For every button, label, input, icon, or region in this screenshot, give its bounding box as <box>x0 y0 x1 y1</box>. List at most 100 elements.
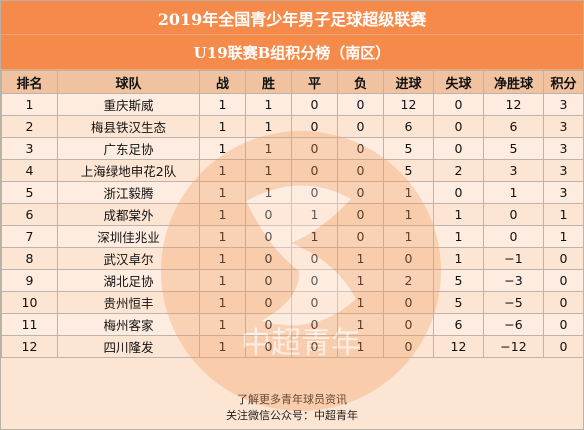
cell-points: 1 <box>543 203 584 226</box>
cell-goals-against: 0 <box>433 93 484 116</box>
cell-draws: 0 <box>291 115 338 138</box>
cell-wins: 0 <box>245 335 292 358</box>
cell-wins: 1 <box>245 115 292 138</box>
cell-goals-against: 1 <box>433 203 484 226</box>
cell-draws: 1 <box>291 225 338 248</box>
cell-played: 1 <box>199 335 246 358</box>
cell-draws: 0 <box>291 93 338 116</box>
footer: 了解更多青年球员资讯 关注微信公众号：中超青年 <box>1 386 583 430</box>
cell-points: 3 <box>543 115 584 138</box>
cell-goals-against: 5 <box>433 291 484 314</box>
cell-rank: 1 <box>1 93 58 116</box>
header-team: 球队 <box>57 70 200 94</box>
cell-goals-for: 12 <box>383 93 434 116</box>
cell-losses: 1 <box>337 313 384 336</box>
header-goals-for: 进球 <box>383 70 434 94</box>
cell-team: 上海绿地申花2队 <box>57 159 200 182</box>
cell-goals-for: 5 <box>383 159 434 182</box>
cell-played: 1 <box>199 159 246 182</box>
header-draws: 平 <box>291 70 338 94</box>
header-row: 排名 球队 战 胜 平 负 进球 失球 净胜球 积分 <box>1 70 584 94</box>
footer-line-1: 了解更多青年球员资讯 <box>237 393 347 406</box>
standings-table: 排名 球队 战 胜 平 负 进球 失球 净胜球 积分 1 重庆斯威 1 1 0 0 12 0 1… <box>1 70 584 358</box>
cell-wins: 1 <box>245 93 292 116</box>
cell-goals-against: 1 <box>433 247 484 270</box>
cell-goals-for: 0 <box>383 291 434 314</box>
cell-losses: 0 <box>337 181 384 204</box>
cell-draws: 0 <box>291 269 338 292</box>
header-goals-against: 失球 <box>433 70 484 94</box>
cell-points: 3 <box>543 137 584 160</box>
cell-wins: 1 <box>245 159 292 182</box>
cell-wins: 0 <box>245 203 292 226</box>
cell-rank: 12 <box>1 335 58 358</box>
table-row: 2 梅县铁汉生态 1 1 0 0 6 0 6 3 <box>1 115 584 138</box>
cell-played: 1 <box>199 313 246 336</box>
table-row: 10 贵州恒丰 1 0 0 1 0 5 −5 0 <box>1 291 584 314</box>
cell-rank: 8 <box>1 247 58 270</box>
cell-goals-against: 12 <box>433 335 484 358</box>
cell-team: 湖北足协 <box>57 269 200 292</box>
cell-goals-for: 1 <box>383 181 434 204</box>
cell-goal-difference: 5 <box>483 137 544 160</box>
cell-rank: 10 <box>1 291 58 314</box>
footer-line-2: 关注微信公众号：中超青年 <box>226 409 358 422</box>
cell-draws: 0 <box>291 291 338 314</box>
cell-goals-for: 5 <box>383 137 434 160</box>
cell-points: 0 <box>543 247 584 270</box>
table-row: 3 广东足协 1 1 0 0 5 0 5 3 <box>1 137 584 160</box>
cell-wins: 0 <box>245 225 292 248</box>
cell-goals-against: 5 <box>433 269 484 292</box>
cell-draws: 0 <box>291 159 338 182</box>
cell-played: 1 <box>199 225 246 248</box>
cell-rank: 7 <box>1 225 58 248</box>
header-losses: 负 <box>337 70 384 94</box>
cell-played: 1 <box>199 137 246 160</box>
cell-losses: 1 <box>337 269 384 292</box>
table-row: 8 武汉卓尔 1 0 0 1 0 1 −1 0 <box>1 247 584 270</box>
cell-draws: 0 <box>291 313 338 336</box>
cell-team: 四川隆发 <box>57 335 200 358</box>
standings-body: 1 重庆斯威 1 1 0 0 12 0 12 3 2 梅县铁汉生态 1 1 0 0 6 0 6 3 3 广东足协 1 1 0 0 5… <box>1 93 584 358</box>
cell-losses: 1 <box>337 291 384 314</box>
cell-team: 梅县铁汉生态 <box>57 115 200 138</box>
cell-team: 成都棠外 <box>57 203 200 226</box>
cell-played: 1 <box>199 247 246 270</box>
cell-played: 1 <box>199 93 246 116</box>
cell-goal-difference: 0 <box>483 225 544 248</box>
table-row: 12 四川隆发 1 0 0 1 0 12 −12 0 <box>1 335 584 358</box>
cell-points: 3 <box>543 181 584 204</box>
cell-points: 0 <box>543 291 584 314</box>
cell-goal-difference: 1 <box>483 181 544 204</box>
cell-team: 梅州客家 <box>57 313 200 336</box>
cell-draws: 0 <box>291 181 338 204</box>
cell-goal-difference: 6 <box>483 115 544 138</box>
cell-draws: 0 <box>291 137 338 160</box>
cell-goal-difference: −3 <box>483 269 544 292</box>
cell-rank: 2 <box>1 115 58 138</box>
cell-team: 重庆斯威 <box>57 93 200 116</box>
cell-points: 0 <box>543 335 584 358</box>
cell-played: 1 <box>199 181 246 204</box>
cell-points: 3 <box>543 93 584 116</box>
cell-wins: 1 <box>245 137 292 160</box>
cell-team: 武汉卓尔 <box>57 247 200 270</box>
table-row: 11 梅州客家 1 0 0 1 0 6 −6 0 <box>1 313 584 336</box>
cell-goals-against: 6 <box>433 313 484 336</box>
table-row: 4 上海绿地申花2队 1 1 0 0 5 2 3 3 <box>1 159 584 182</box>
table-row: 6 成都棠外 1 0 1 0 1 1 0 1 <box>1 203 584 226</box>
cell-goals-against: 0 <box>433 115 484 138</box>
cell-team: 深圳佳兆业 <box>57 225 200 248</box>
header-rank: 排名 <box>1 70 58 94</box>
cell-goals-for: 0 <box>383 313 434 336</box>
cell-losses: 0 <box>337 137 384 160</box>
cell-points: 0 <box>543 269 584 292</box>
cell-points: 1 <box>543 225 584 248</box>
table-row: 1 重庆斯威 1 1 0 0 12 0 12 3 <box>1 93 584 116</box>
cell-rank: 3 <box>1 137 58 160</box>
table-row: 9 湖北足协 1 0 0 1 2 5 −3 0 <box>1 269 584 292</box>
page-title: 2019年全国青少年男子足球超级联赛 <box>1 1 583 35</box>
cell-losses: 0 <box>337 93 384 116</box>
cell-rank: 4 <box>1 159 58 182</box>
